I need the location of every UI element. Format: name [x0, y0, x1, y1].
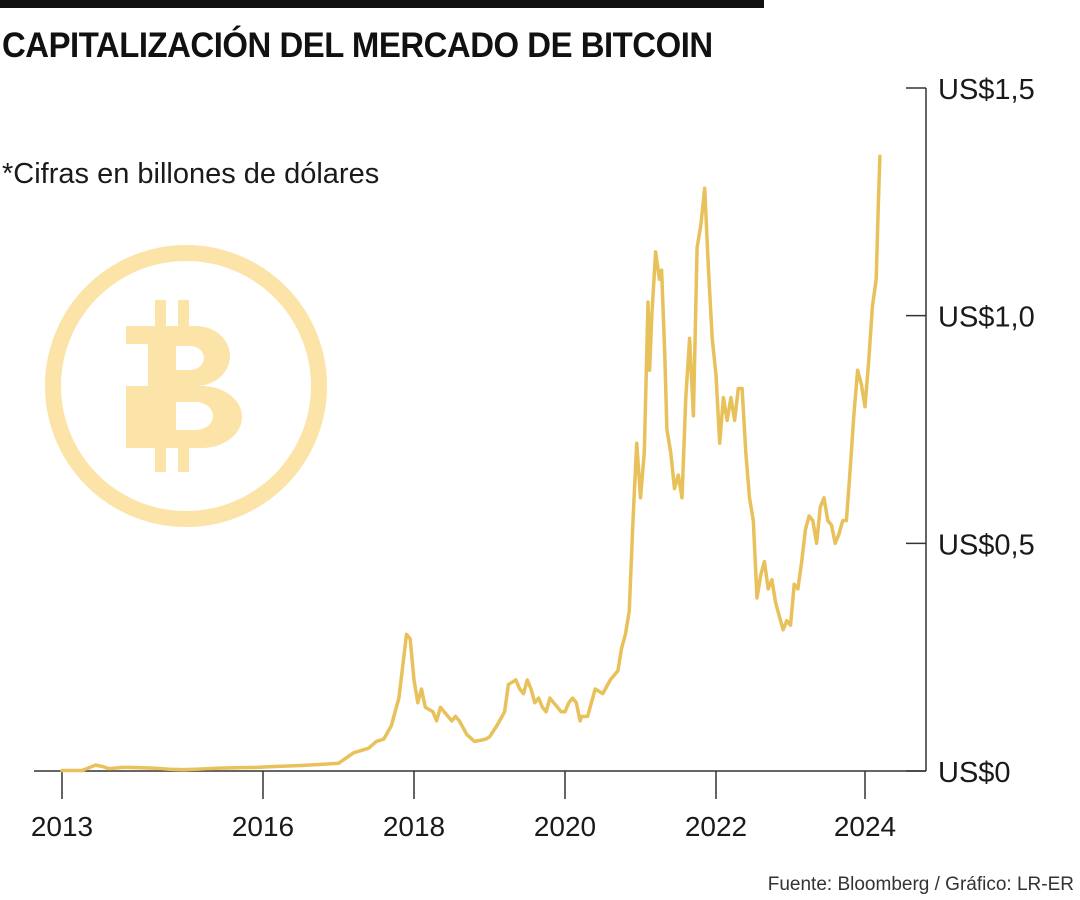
bitcoin-logo-icon — [45, 245, 327, 527]
x-tick-label: 2024 — [834, 811, 896, 842]
y-tick-label: US$0 — [938, 757, 1011, 789]
data-series — [60, 154, 882, 773]
y-tick-label: US$1,0 — [938, 302, 1035, 334]
title-rule — [0, 0, 764, 8]
x-tick-label: 2013 — [31, 811, 93, 842]
x-tick-label: 2018 — [383, 811, 445, 842]
bitcoin-logo-ring — [45, 245, 327, 527]
x-tick-label: 2016 — [232, 811, 294, 842]
x-tick-label: 2022 — [685, 811, 747, 842]
chart-subtitle: *Cifras en billones de dólares — [2, 158, 380, 190]
source-credit: Fuente: Bloomberg / Gráfico: LR-ER — [767, 874, 1074, 895]
series-line — [60, 154, 882, 773]
chart-title: CAPITALIZACIÓN DEL MERCADO DE BITCOIN — [2, 26, 713, 65]
x-ticks: 2013 2016 2018 2020 2022 2024 — [31, 771, 896, 842]
y-ticks: US$0 US$0,5 US$1,0 US$1,5 — [906, 74, 1035, 789]
y-tick-label: US$0,5 — [938, 529, 1035, 561]
x-tick-label: 2020 — [534, 811, 596, 842]
y-tick-label: US$1,5 — [938, 74, 1035, 106]
